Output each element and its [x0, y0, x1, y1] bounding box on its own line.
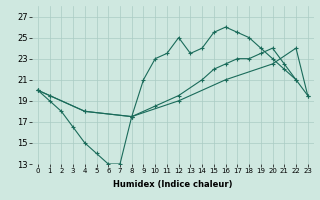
X-axis label: Humidex (Indice chaleur): Humidex (Indice chaleur) — [113, 180, 233, 189]
